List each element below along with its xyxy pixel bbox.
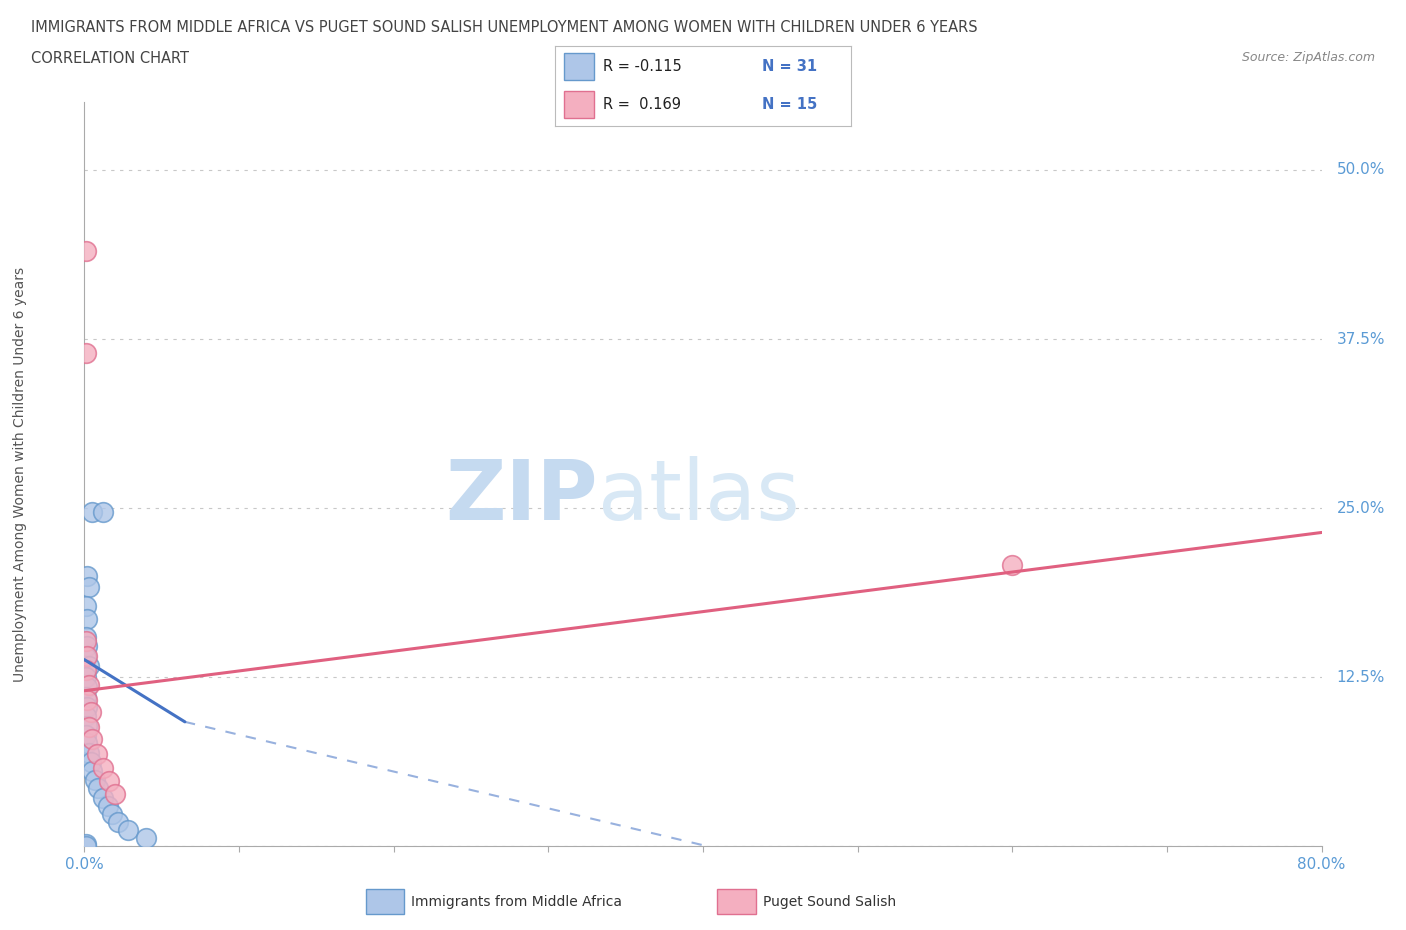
Text: 25.0%: 25.0% [1337,500,1385,515]
Point [104,786,127,801]
Point [82,505,104,520]
Point [75,839,97,854]
Point [75,709,97,724]
Text: Immigrants from Middle Africa: Immigrants from Middle Africa [412,895,623,909]
Point [75,630,97,644]
Text: Source: ZipAtlas.com: Source: ZipAtlas.com [1241,51,1375,64]
Point [98,774,121,789]
Point [75,728,97,743]
Point [77,579,100,594]
Point [117,823,139,838]
Point [75,836,97,851]
Point [91,790,114,805]
Text: N = 31: N = 31 [762,59,817,73]
Text: 12.5%: 12.5% [1337,670,1385,684]
Point [75,598,97,613]
Point [75,633,97,648]
Point [75,649,97,664]
Point [75,244,97,259]
Point [91,505,114,520]
Text: R =  0.169: R = 0.169 [603,97,681,112]
Point [76,693,98,708]
Text: 50.0%: 50.0% [1337,163,1385,178]
Point [91,761,114,776]
Point [76,568,98,583]
Point [87,780,110,795]
Point [75,690,97,705]
Text: Unemployment Among Women with Children Under 6 years: Unemployment Among Women with Children U… [13,267,27,682]
Point [76,639,98,654]
Point [96,798,118,813]
Bar [564,91,593,118]
Text: 37.5%: 37.5% [1337,331,1385,347]
Point [77,659,100,674]
Text: N = 15: N = 15 [762,97,817,112]
Point [76,719,98,734]
Text: ZIP: ZIP [446,456,598,538]
Point [82,732,104,747]
Text: atlas: atlas [598,456,800,538]
Point [77,720,100,735]
Bar [366,889,405,914]
Point [79,755,101,770]
Text: IMMIGRANTS FROM MIDDLE AFRICA VS PUGET SOUND SALISH UNEMPLOYMENT AMONG WOMEN WIT: IMMIGRANTS FROM MIDDLE AFRICA VS PUGET S… [31,20,977,35]
Point [75,345,97,360]
Point [76,699,98,714]
Text: CORRELATION CHART: CORRELATION CHART [31,51,188,66]
Point [135,830,157,845]
Point [77,746,100,761]
Point [107,815,129,830]
Point [76,736,98,751]
Point [75,670,97,684]
Point [86,747,108,762]
Point [75,663,97,678]
Text: R = -0.115: R = -0.115 [603,59,682,73]
Point [82,764,104,778]
Point [84,773,107,788]
Point [76,612,98,627]
Point [77,678,100,693]
Point [79,705,101,720]
Bar [717,889,756,914]
Point [76,679,98,694]
Point [76,648,98,663]
Point [101,806,124,821]
Bar [564,53,593,80]
Point [1001,557,1024,572]
Text: Puget Sound Salish: Puget Sound Salish [762,895,896,909]
